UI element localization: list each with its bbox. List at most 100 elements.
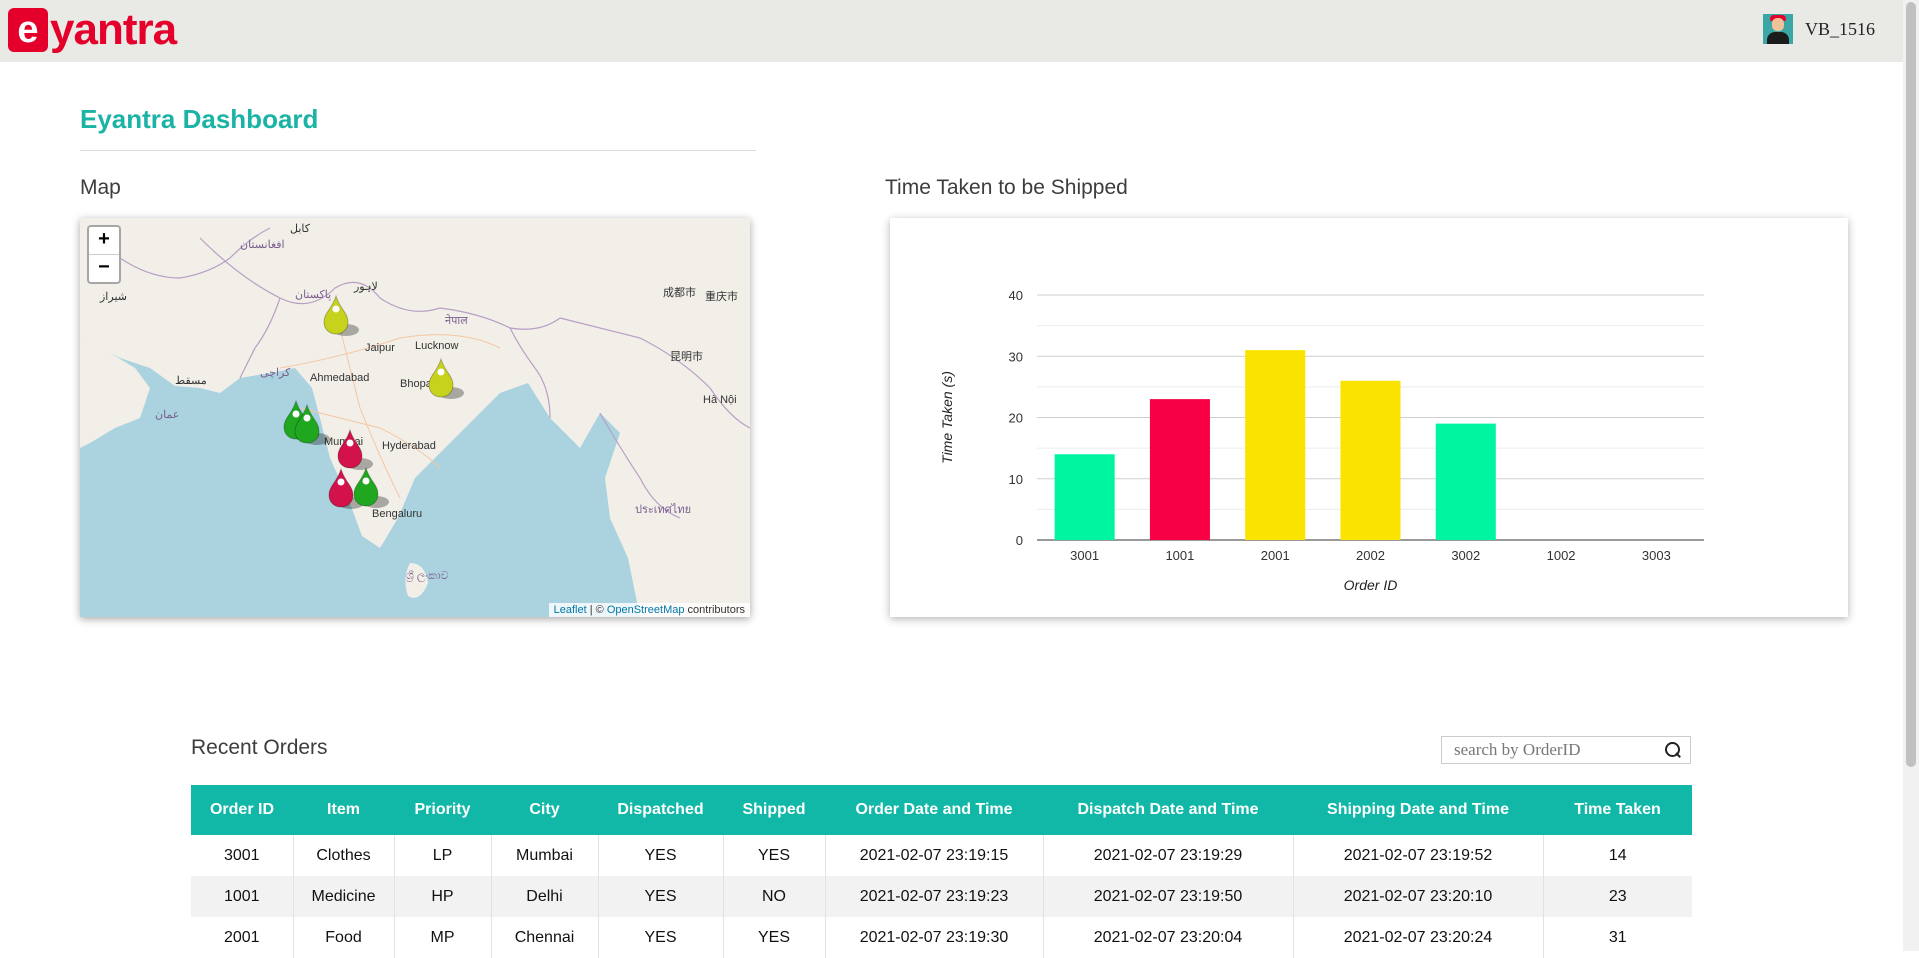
map-marker-delhi[interactable] [323, 295, 359, 336]
table-cell: Chennai [491, 917, 599, 958]
table-cell: Clothes [293, 835, 395, 876]
map-view[interactable]: Jaipur Lucknow Ahmedabad Bhopal Mumbai H… [80, 218, 750, 617]
map-label: کراچی [260, 367, 291, 379]
bar-3001 [1054, 454, 1115, 540]
column-header[interactable]: Shipping Date and Time [1293, 785, 1543, 835]
column-header[interactable]: Priority [394, 785, 491, 835]
search-icon[interactable] [1664, 741, 1682, 759]
y-tick-label: 30 [1009, 349, 1023, 364]
top-bar: e yantra VB_1516 [0, 0, 1903, 62]
bar-1001 [1149, 399, 1210, 540]
table-cell: 3001 [191, 835, 294, 876]
bar-2001 [1245, 350, 1306, 540]
table-cell: YES [598, 835, 724, 876]
logo-e-mark: e [8, 8, 48, 52]
map-label: 昆明市 [670, 351, 703, 363]
search-input[interactable] [1454, 740, 1664, 760]
orders-table: Order ID Item Priority City Dispatched Shippe… [191, 785, 1692, 958]
table-cell: YES [598, 876, 724, 917]
map-label: شیراز [100, 291, 127, 303]
table-cell: Delhi [491, 876, 599, 917]
column-header[interactable]: Item [293, 785, 394, 835]
table-cell: 2021-02-07 23:20:24 [1293, 917, 1544, 958]
x-tick-label: 3001 [1070, 548, 1099, 563]
y-tick-label: 10 [1009, 472, 1023, 487]
map-label: Hyderabad [382, 440, 436, 452]
table-cell: 2021-02-07 23:19:15 [825, 835, 1044, 876]
map-marker-hyderabad[interactable] [337, 429, 373, 470]
x-tick-label: 1002 [1547, 548, 1576, 563]
username: VB_1516 [1804, 18, 1875, 39]
order-search [1441, 736, 1691, 764]
table-cell: 2021-02-07 23:19:50 [1043, 876, 1294, 917]
table-cell: Food [293, 917, 395, 958]
table-cell: YES [598, 917, 724, 958]
table-cell: 2021-02-07 23:20:10 [1293, 876, 1544, 917]
logo-wordmark: yantra [50, 5, 177, 54]
table-cell: Medicine [293, 876, 395, 917]
map-marker-kolkata[interactable] [428, 358, 464, 399]
table-cell: YES [723, 835, 826, 876]
column-header[interactable]: Order Date and Time [825, 785, 1043, 835]
attribution-separator: | © [586, 604, 607, 616]
zoom-control: + − [87, 225, 121, 284]
column-header[interactable]: Time Taken [1543, 785, 1692, 835]
osm-link[interactable]: OpenStreetMap [606, 604, 685, 616]
table-cell: LP [394, 835, 492, 876]
x-tick-label: 1001 [1165, 548, 1194, 563]
table-cell: 14 [1543, 835, 1692, 876]
bar-3002 [1435, 423, 1496, 540]
page-scrollbar[interactable] [1903, 0, 1919, 951]
column-header[interactable]: Shipped [723, 785, 825, 835]
user-menu[interactable]: VB_1516 [1762, 14, 1875, 44]
column-header[interactable]: Dispatched [598, 785, 723, 835]
column-header[interactable]: Dispatch Date and Time [1043, 785, 1293, 835]
table-cell: 2021-02-07 23:19:30 [825, 917, 1044, 958]
map-marker-mumbai[interactable] [294, 404, 330, 445]
table-cell: 1001 [191, 876, 294, 917]
table-row[interactable]: 1001 Medicine HP Delhi YES NO 2021-02-07 23:19… [191, 876, 1692, 917]
x-tick-label: 2002 [1356, 548, 1385, 563]
table-cell: YES [723, 917, 826, 958]
map-label: नेपाल [445, 315, 468, 327]
eyantra-logo[interactable]: e yantra [8, 5, 177, 54]
map-marker-chennai[interactable] [353, 467, 389, 508]
map-label: Bengaluru [372, 508, 423, 520]
map-tiles [80, 218, 750, 617]
page-title: Eyantra Dashboard [80, 104, 319, 134]
x-axis-label: Order ID [1344, 577, 1398, 593]
table-cell: 2021-02-07 23:20:04 [1043, 917, 1294, 958]
map-label: 成都市 [663, 287, 696, 299]
y-tick-label: 0 [1016, 533, 1023, 548]
scrollbar-thumb[interactable] [1906, 2, 1916, 767]
map-label: افغانستان [240, 239, 285, 251]
y-tick-label: 20 [1009, 411, 1023, 426]
table-cell: 2021-02-07 23:19:52 [1293, 835, 1544, 876]
map-label: Lucknow [415, 340, 459, 352]
y-tick-label: 40 [1009, 288, 1023, 303]
table-header-row: Order ID Item Priority City Dispatched Shippe… [191, 785, 1692, 835]
table-cell: 2021-02-07 23:19:29 [1043, 835, 1294, 876]
table-row[interactable]: 3001 Clothes LP Mumbai YES YES 2021-02-07 23:1… [191, 835, 1692, 876]
zoom-out-button[interactable]: − [89, 254, 119, 281]
map-attribution: Leaflet | © OpenStreetMap contributors [548, 603, 750, 617]
y-axis-label: Time Taken (s) [939, 371, 955, 464]
chart-section-label: Time Taken to be Shipped [885, 176, 1128, 199]
leaflet-link[interactable]: Leaflet [553, 604, 587, 616]
avatar[interactable] [1762, 14, 1793, 44]
map-label: 重庆市 [705, 291, 738, 303]
column-header[interactable]: City [491, 785, 598, 835]
map-label: عمان [155, 409, 180, 421]
table-cell: 2021-02-07 23:19:23 [825, 876, 1044, 917]
map-label: Ahmedabad [310, 372, 370, 384]
table-row[interactable]: 2001 Food MP Chennai YES YES 2021-02-07 23:19:… [191, 917, 1692, 958]
map-section-label: Map [80, 176, 121, 199]
table-cell: MP [394, 917, 492, 958]
time-taken-bar-chart: 0 10 20 30 40 3001 1001 2001 2002 3002 1002 3003 Ord… [939, 288, 1704, 593]
column-header[interactable]: Order ID [191, 785, 293, 835]
table-cell: 23 [1543, 876, 1692, 917]
map-label: Hà Nội [703, 394, 737, 406]
map-label: مسقط [175, 375, 207, 387]
table-cell: HP [394, 876, 492, 917]
zoom-in-button[interactable]: + [97, 229, 110, 252]
